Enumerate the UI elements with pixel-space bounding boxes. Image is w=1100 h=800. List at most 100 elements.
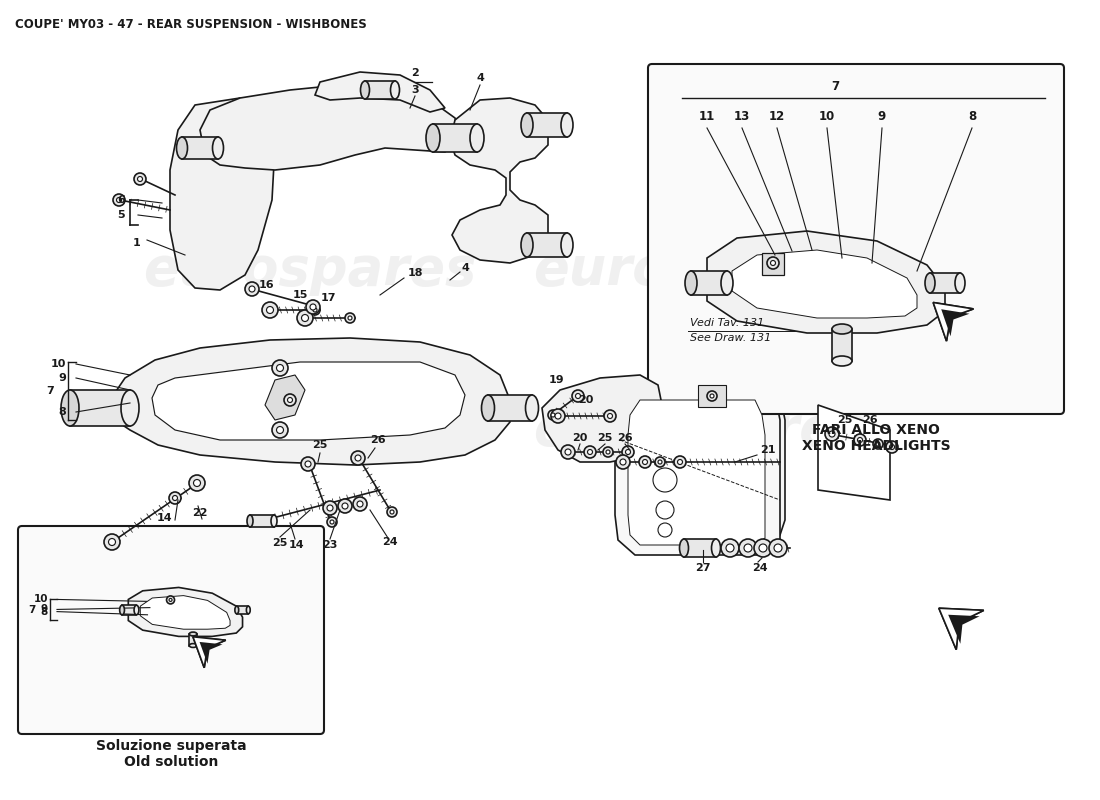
Ellipse shape — [482, 395, 495, 421]
Circle shape — [169, 492, 182, 504]
Ellipse shape — [176, 137, 187, 159]
Ellipse shape — [246, 606, 250, 614]
Text: 23: 23 — [322, 540, 338, 550]
Circle shape — [173, 495, 177, 501]
Circle shape — [678, 459, 682, 465]
Circle shape — [759, 544, 767, 552]
Circle shape — [272, 360, 288, 376]
Bar — [527, 233, 566, 257]
Circle shape — [616, 455, 630, 469]
Bar — [250, 515, 274, 527]
Circle shape — [829, 431, 835, 437]
Polygon shape — [707, 231, 945, 333]
Circle shape — [658, 523, 672, 537]
Circle shape — [276, 426, 284, 434]
Circle shape — [876, 442, 880, 446]
Polygon shape — [141, 595, 230, 630]
Ellipse shape — [526, 395, 539, 421]
Circle shape — [739, 539, 757, 557]
Ellipse shape — [120, 605, 124, 614]
Polygon shape — [939, 608, 983, 650]
Polygon shape — [732, 250, 917, 318]
Ellipse shape — [561, 233, 573, 257]
Ellipse shape — [925, 273, 935, 293]
Text: 25: 25 — [597, 433, 613, 443]
Circle shape — [642, 459, 648, 465]
Circle shape — [565, 449, 571, 455]
Circle shape — [858, 438, 862, 442]
Text: 8: 8 — [58, 407, 66, 417]
Ellipse shape — [561, 113, 573, 137]
Bar — [684, 539, 716, 557]
Circle shape — [169, 598, 172, 602]
Circle shape — [355, 455, 361, 461]
Polygon shape — [818, 405, 890, 500]
Text: 2: 2 — [411, 68, 419, 78]
Text: 20: 20 — [578, 395, 593, 405]
Circle shape — [873, 439, 883, 449]
Circle shape — [744, 544, 752, 552]
Bar — [691, 271, 727, 295]
Circle shape — [653, 468, 676, 492]
Polygon shape — [315, 72, 446, 112]
Circle shape — [323, 501, 337, 515]
Ellipse shape — [212, 137, 223, 159]
Text: 25: 25 — [312, 440, 328, 450]
Circle shape — [113, 194, 125, 206]
Circle shape — [551, 413, 556, 417]
Circle shape — [726, 544, 734, 552]
Text: 5: 5 — [118, 210, 125, 220]
Ellipse shape — [189, 632, 197, 636]
Text: 10: 10 — [51, 359, 66, 369]
Polygon shape — [939, 608, 983, 650]
Polygon shape — [265, 375, 305, 420]
Bar — [122, 606, 136, 615]
Text: 6: 6 — [117, 195, 125, 205]
Circle shape — [351, 451, 365, 465]
Circle shape — [390, 510, 394, 514]
Circle shape — [276, 365, 284, 371]
Circle shape — [117, 198, 121, 202]
Text: 4: 4 — [462, 263, 470, 273]
Text: 10: 10 — [33, 594, 48, 605]
Circle shape — [327, 517, 337, 527]
Circle shape — [575, 394, 581, 398]
Circle shape — [134, 173, 146, 185]
Ellipse shape — [426, 124, 440, 152]
Bar — [70, 390, 130, 426]
Bar — [433, 124, 477, 152]
Circle shape — [584, 446, 596, 458]
Polygon shape — [933, 302, 974, 341]
Bar — [698, 385, 726, 407]
Ellipse shape — [685, 271, 697, 295]
Polygon shape — [152, 362, 465, 440]
Circle shape — [138, 177, 143, 182]
Circle shape — [314, 308, 317, 312]
Circle shape — [109, 538, 116, 546]
Ellipse shape — [134, 605, 139, 614]
Circle shape — [249, 286, 255, 292]
Text: 1: 1 — [132, 238, 140, 248]
Text: eurospares: eurospares — [143, 244, 476, 296]
Ellipse shape — [832, 324, 852, 334]
Circle shape — [330, 520, 334, 524]
Circle shape — [604, 410, 616, 422]
Circle shape — [245, 282, 258, 296]
Circle shape — [606, 450, 610, 454]
Circle shape — [301, 314, 308, 322]
Circle shape — [720, 539, 739, 557]
Text: Old solution: Old solution — [124, 755, 218, 769]
Circle shape — [825, 427, 839, 441]
Text: Vedi Tav. 131: Vedi Tav. 131 — [690, 318, 764, 328]
Circle shape — [358, 501, 363, 507]
Circle shape — [338, 499, 352, 513]
Circle shape — [310, 305, 320, 315]
Text: FARI ALLO XENO: FARI ALLO XENO — [813, 423, 940, 437]
Text: 26: 26 — [862, 415, 878, 425]
Text: 7: 7 — [46, 386, 54, 396]
Circle shape — [770, 261, 776, 266]
Text: 17: 17 — [320, 293, 336, 303]
Ellipse shape — [361, 81, 370, 99]
Ellipse shape — [720, 271, 733, 295]
Circle shape — [886, 441, 898, 453]
